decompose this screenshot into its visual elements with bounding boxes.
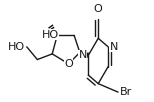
Polygon shape <box>80 52 89 58</box>
Text: Br: Br <box>120 87 132 97</box>
Text: HO: HO <box>8 42 25 52</box>
Text: HO: HO <box>42 30 59 40</box>
Text: O: O <box>64 59 73 69</box>
Text: O: O <box>94 4 103 14</box>
Text: N: N <box>110 42 118 52</box>
Text: N: N <box>79 50 87 60</box>
